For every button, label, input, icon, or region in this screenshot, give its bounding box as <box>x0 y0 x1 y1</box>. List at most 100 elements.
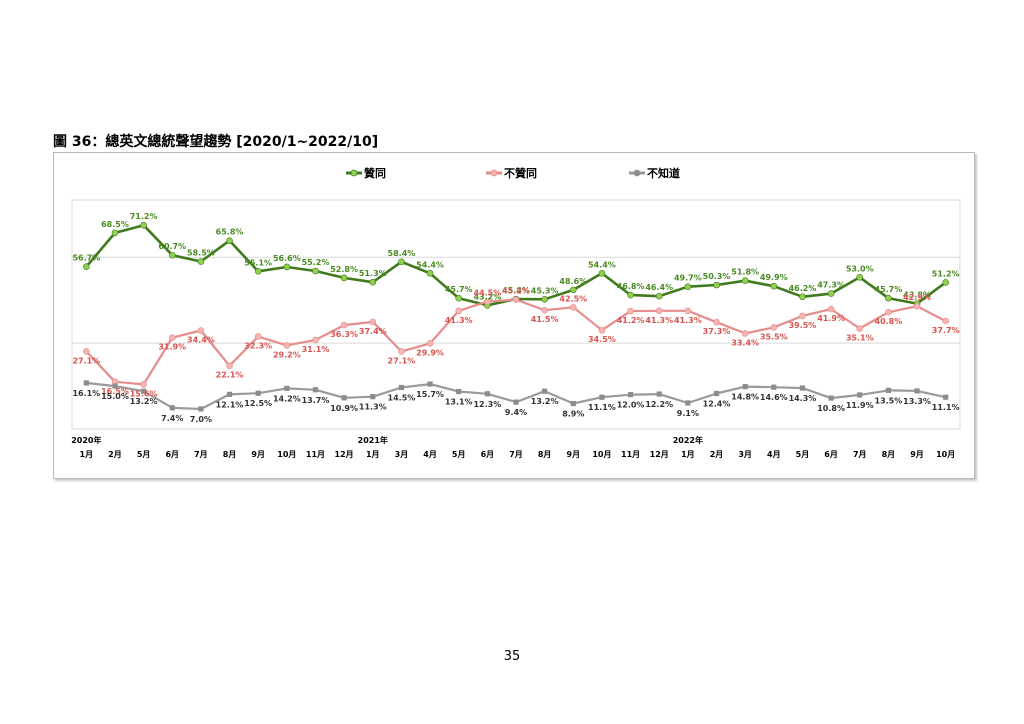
data-point <box>913 302 921 310</box>
data-point <box>168 334 176 341</box>
data-label: 58.4% <box>388 249 416 258</box>
data-label: 14.2% <box>273 394 301 403</box>
data-label: 29.2% <box>273 350 301 359</box>
data-label: 45.7% <box>445 285 473 294</box>
data-label: 71.2% <box>130 212 158 221</box>
figure-title: 圖 36：總英文總統聲望趨勢 [2020/1~2022/10] <box>53 134 379 150</box>
data-point <box>226 362 233 370</box>
data-label: 45.7% <box>875 285 903 294</box>
data-label: 9.4% <box>505 408 527 417</box>
x-tick-label: 8月 <box>223 450 237 459</box>
data-label: 54.4% <box>416 260 444 269</box>
data-point <box>827 305 835 313</box>
data-point <box>684 307 692 315</box>
data-point <box>942 317 949 325</box>
data-point <box>741 330 749 337</box>
x-axis: 1月 2月 5月 6月 7月 8月 9月 10月 11月 12月 1月 3月 4月 5月 6月 7月 8月 9月 1… <box>71 435 955 459</box>
data-point <box>484 298 491 305</box>
data-label: 8.9% <box>562 410 584 419</box>
data-label: 15.6% <box>130 389 158 398</box>
data-point <box>226 391 233 397</box>
data-label: 12.2% <box>645 400 673 409</box>
legend-marker <box>633 169 641 177</box>
data-label: 13.7% <box>302 396 330 405</box>
data-point <box>283 263 291 271</box>
x-tick-label: 6月 <box>165 450 179 459</box>
data-point <box>111 229 119 237</box>
data-point <box>254 333 262 340</box>
x-tick-label: 9月 <box>251 450 265 459</box>
data-label: 60.7% <box>158 242 186 251</box>
data-point <box>770 324 778 331</box>
data-label: 12.1% <box>216 400 244 409</box>
data-label: 68.5% <box>101 220 129 229</box>
data-label: 41.9% <box>817 314 845 323</box>
data-label: 51.8% <box>731 268 759 277</box>
data-label: 16.1% <box>72 389 100 398</box>
data-label: 14.5% <box>388 393 416 402</box>
data-label: 45.2% <box>502 287 530 296</box>
data-label: 55.1% <box>244 258 272 267</box>
data-point <box>627 392 634 398</box>
data-label: 22.1% <box>216 371 244 380</box>
data-point <box>284 385 290 391</box>
data-point <box>455 294 463 302</box>
data-label: 37.3% <box>703 327 731 336</box>
x-tick-label: 5月 <box>452 450 466 459</box>
chart-frame: 贊同 不贊同 不知道 56.7% 68.5% 71.2% 60.7% 58.5% 65.8% 5… <box>53 152 975 479</box>
data-point <box>140 381 147 388</box>
data-labels: 56.7% 68.5%71.2% 60.7%58.5% 65.8% 55.1% 56.6%… <box>72 212 959 424</box>
data-point <box>398 348 405 355</box>
data-point <box>827 290 835 297</box>
data-label: 49.9% <box>760 273 788 282</box>
data-point <box>713 318 720 326</box>
data-label: 11.9% <box>846 401 874 410</box>
data-point <box>141 388 147 394</box>
data-label: 12.5% <box>244 399 272 408</box>
data-label: 11.1% <box>588 403 616 412</box>
data-point <box>398 384 405 391</box>
data-label: 10.9% <box>330 404 358 413</box>
x-tick-label: 5月 <box>796 450 810 459</box>
data-point <box>914 388 920 394</box>
data-point <box>541 296 548 303</box>
data-point <box>83 263 90 270</box>
data-point <box>713 390 720 397</box>
data-label: 41.2% <box>617 316 645 325</box>
x-tick-label: 8月 <box>882 450 896 459</box>
data-label: 34.4% <box>187 336 215 345</box>
page-number: 35 <box>503 649 521 664</box>
series-layer <box>83 221 949 412</box>
data-label: 12.4% <box>703 400 731 409</box>
data-label: 35.5% <box>760 332 788 341</box>
x-tick-label: 3月 <box>395 450 409 459</box>
data-label: 41.3% <box>674 316 702 325</box>
data-point <box>341 395 347 401</box>
data-label: 31.1% <box>302 345 330 354</box>
data-label: 15.7% <box>416 390 444 399</box>
data-label: 10.8% <box>817 404 845 413</box>
data-point <box>312 267 319 275</box>
data-label: 46.2% <box>789 284 817 293</box>
data-point <box>197 327 205 334</box>
x-tick-label: 11月 <box>621 450 640 459</box>
data-point <box>741 277 749 285</box>
x-tick-label: 2月 <box>108 450 122 459</box>
legend-label: 不贊同 <box>504 166 537 180</box>
data-label: 27.1% <box>388 356 416 365</box>
data-label: 31.9% <box>158 343 186 352</box>
data-point <box>197 258 205 265</box>
data-label: 51.2% <box>932 269 960 278</box>
data-label: 14.8% <box>731 393 759 402</box>
x-tick-label: 4月 <box>767 450 781 459</box>
data-label: 41.5% <box>531 315 559 324</box>
data-label: 42.9% <box>903 293 931 302</box>
data-point <box>283 342 291 349</box>
x-tick-label: 8月 <box>538 450 552 459</box>
data-point <box>168 251 176 259</box>
data-point <box>112 383 118 389</box>
x-tick-label: 12月 <box>335 450 354 459</box>
data-point <box>655 292 663 300</box>
data-point <box>856 273 864 281</box>
legend-label: 贊同 <box>364 166 386 180</box>
